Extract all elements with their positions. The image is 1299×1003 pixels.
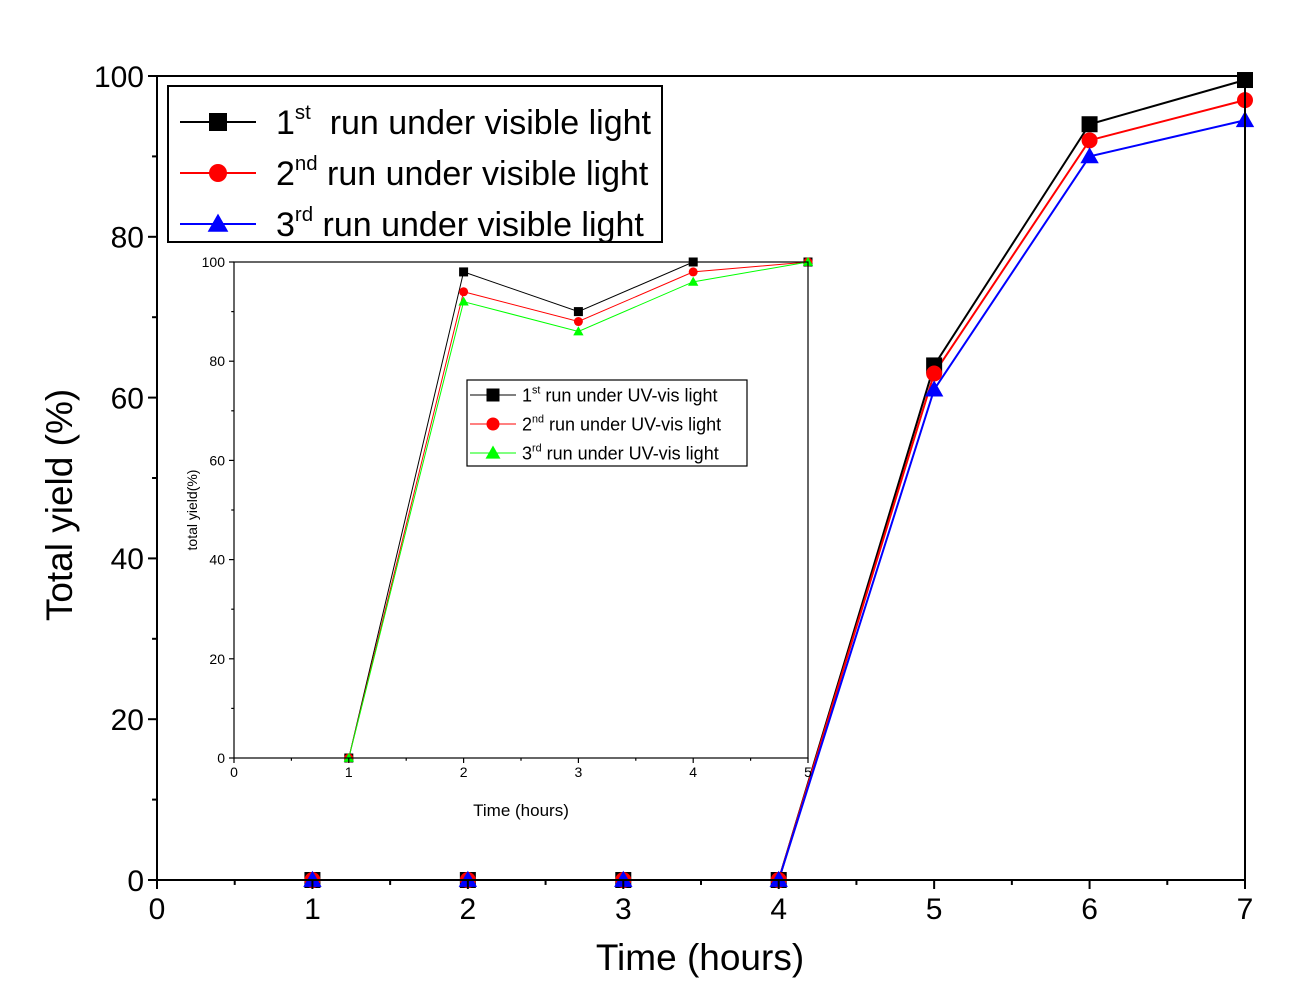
inset-legend-box bbox=[466, 379, 748, 467]
inset-x-tick-label: 0 bbox=[230, 764, 238, 780]
inset-legend-entry-text: run under UV-vis light bbox=[540, 385, 717, 405]
inset-series-3-point bbox=[343, 752, 354, 762]
main-x-tick-label: 1 bbox=[304, 893, 321, 926]
inset-y-tick-label: 80 bbox=[209, 353, 225, 369]
inset-legend-entry-text: run under UV-vis light bbox=[544, 414, 721, 434]
main-legend-entry-1: 1st run under visible light bbox=[276, 102, 652, 142]
inset-legend-entry-suffix: nd bbox=[532, 413, 544, 425]
main-x-tick-label: 0 bbox=[149, 893, 166, 926]
main-legend-entry-text: run under visible light bbox=[313, 206, 644, 244]
main-series-3-point bbox=[303, 870, 322, 887]
main-legend-entry-suffix: nd bbox=[295, 153, 318, 175]
main-series-3-point bbox=[924, 380, 944, 397]
inset-y-tick-label: 20 bbox=[209, 651, 225, 667]
main-series-3-point bbox=[769, 870, 788, 887]
main-x-tick-label: 7 bbox=[1237, 893, 1254, 926]
inset-legend-entry-suffix: rd bbox=[532, 442, 542, 454]
inset-x-axis-label: Time (hours) bbox=[473, 801, 569, 820]
inset-chart: 0 1 2 3 4 5 0 20 40 60 80 100 Time (hours) total yi… bbox=[184, 254, 814, 820]
main-series-2-point bbox=[926, 365, 943, 382]
main-legend-entry-text: run under visible light bbox=[311, 104, 652, 142]
inset-series-2-point bbox=[573, 317, 583, 327]
inset-x-tick-label: 5 bbox=[804, 764, 812, 780]
inset-series-3-point bbox=[458, 296, 469, 306]
main-legend-entry-suffix: st bbox=[295, 102, 311, 124]
main-x-tick-label: 2 bbox=[460, 893, 477, 926]
main-series-3-point bbox=[614, 870, 633, 887]
inset-series-2-point bbox=[688, 267, 698, 277]
main-legend-entry-number: 3 bbox=[276, 206, 295, 244]
main-y-tick-label: 20 bbox=[111, 704, 144, 737]
inset-series-1-point bbox=[459, 267, 469, 277]
main-x-tick-label: 4 bbox=[770, 893, 787, 926]
inset-series-1-point bbox=[573, 307, 583, 317]
inset-x-tick-label: 2 bbox=[460, 764, 468, 780]
inset-legend-entry-number: 2 bbox=[522, 414, 532, 434]
inset-legend-entry-1: 1st run under UV-vis light bbox=[522, 384, 718, 405]
main-y-tick-label: 60 bbox=[111, 382, 144, 415]
main-legend-entry-number: 2 bbox=[276, 155, 295, 193]
main-legend-entry-number: 1 bbox=[276, 104, 295, 142]
main-y-tick-label: 80 bbox=[111, 222, 144, 255]
inset-legend-marker bbox=[485, 445, 501, 459]
inset-legend-entry-number: 3 bbox=[522, 443, 532, 463]
main-y-tick-label: 0 bbox=[127, 865, 144, 898]
inset-legend-entry-3: 3rd run under UV-vis light bbox=[522, 442, 719, 463]
main-x-axis-label: Time (hours) bbox=[596, 937, 804, 978]
main-legend-entry-3: 3rd run under visible light bbox=[276, 204, 644, 244]
main-legend-marker bbox=[207, 213, 229, 232]
main-legend-entry-text: run under visible light bbox=[318, 155, 649, 193]
main-x-tick-label: 6 bbox=[1081, 893, 1098, 926]
inset-series-3-point bbox=[573, 326, 584, 336]
main-y-axis-label: Total yield (%) bbox=[39, 389, 80, 621]
inset-x-tick-label: 4 bbox=[689, 764, 697, 780]
inset-legend-entry-text: run under UV-vis light bbox=[542, 443, 719, 463]
inset-legend-entry-suffix: st bbox=[532, 384, 540, 396]
inset-y-tick-label: 60 bbox=[209, 452, 225, 468]
inset-legend-entry-2: 2nd run under UV-vis light bbox=[522, 413, 721, 434]
inset-series-3-point bbox=[688, 276, 699, 286]
main-series-2-point bbox=[1081, 132, 1098, 149]
inset-y-tick-label: 100 bbox=[202, 254, 226, 270]
inset-legend-marker bbox=[486, 417, 500, 431]
inset-x-tick-label: 3 bbox=[575, 764, 583, 780]
main-series-3-point bbox=[1080, 147, 1099, 164]
main-y-tick-label: 100 bbox=[94, 61, 144, 94]
main-y-tick-label: 40 bbox=[111, 543, 144, 576]
main-series-1-point bbox=[1081, 116, 1098, 133]
inset-y-tick-label: 40 bbox=[209, 552, 225, 568]
inset-y-axis-label: total yield(%) bbox=[184, 470, 200, 551]
inset-x-tick-label: 1 bbox=[345, 764, 353, 780]
inset-series-3-point bbox=[802, 256, 814, 266]
inset-axes: 0 1 2 3 4 5 0 20 40 60 80 100 bbox=[202, 254, 812, 780]
main-legend-entry-suffix: rd bbox=[295, 204, 313, 226]
main-legend-marker bbox=[209, 164, 227, 182]
main-series-3-point bbox=[458, 870, 478, 887]
inset-legend-entry-number: 1 bbox=[522, 385, 532, 405]
main-legend-marker bbox=[209, 113, 227, 131]
inset-y-tick-label: 0 bbox=[217, 750, 225, 766]
inset-series-2-point bbox=[459, 287, 469, 297]
inset-legend-marker bbox=[486, 388, 500, 402]
main-legend-entry-2: 2nd run under visible light bbox=[276, 153, 649, 193]
inset-background bbox=[234, 262, 808, 758]
main-x-tick-label: 3 bbox=[615, 893, 632, 926]
main-legend-box bbox=[167, 85, 663, 243]
main-x-tick-label: 5 bbox=[926, 893, 943, 926]
